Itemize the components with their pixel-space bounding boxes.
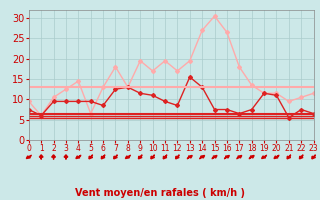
Text: Vent moyen/en rafales ( km/h ): Vent moyen/en rafales ( km/h )	[75, 188, 245, 198]
